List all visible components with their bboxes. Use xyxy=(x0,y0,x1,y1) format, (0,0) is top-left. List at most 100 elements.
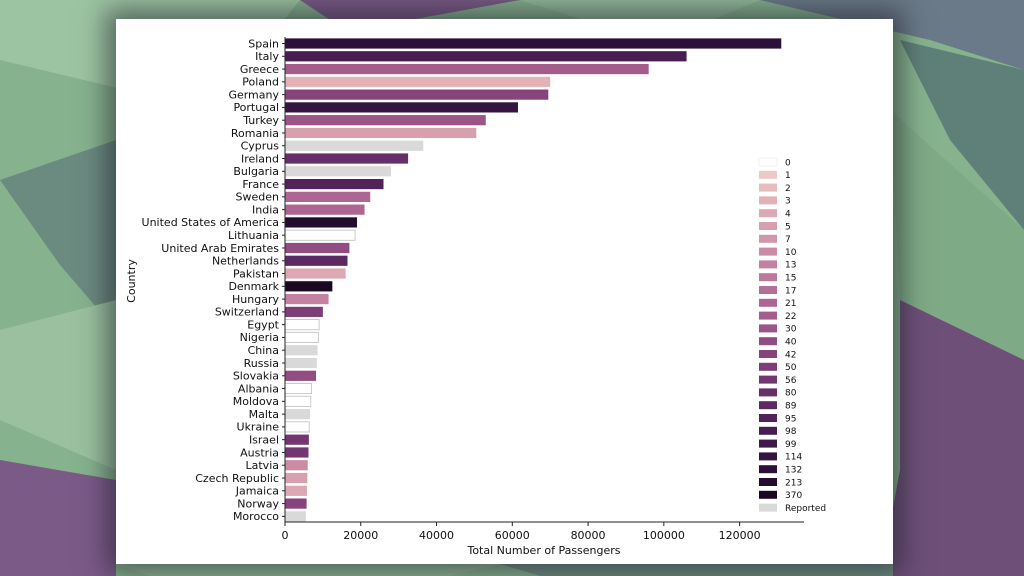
y-tick-label: Albania xyxy=(238,382,279,395)
legend-swatch xyxy=(759,426,777,435)
bar-lithuania xyxy=(284,229,356,241)
bar-ireland xyxy=(285,153,409,164)
y-tick-label: Lithuania xyxy=(228,229,279,242)
legend-swatch xyxy=(759,183,777,192)
legend-label: 132 xyxy=(785,466,802,476)
x-tick-label: 100000 xyxy=(643,529,685,542)
y-axis-label: Country xyxy=(125,259,138,303)
legend-label: 5 xyxy=(785,222,791,232)
y-tick-label: United Arab Emirates xyxy=(161,242,279,255)
legend-label: 370 xyxy=(785,491,802,501)
legend-swatch xyxy=(759,388,777,397)
x-tick-label: 80000 xyxy=(571,529,606,542)
legend-label: 50 xyxy=(785,363,797,373)
y-tick-label: Italy xyxy=(255,50,279,63)
legend-label: 15 xyxy=(785,274,796,284)
legend-label: 3 xyxy=(785,197,791,207)
legend-swatch xyxy=(759,452,777,461)
y-tick-label: Slovakia xyxy=(233,370,279,383)
bar-egypt xyxy=(284,319,320,331)
legend-swatch xyxy=(759,337,777,346)
legend-label: 21 xyxy=(785,299,796,309)
legend-label: 22 xyxy=(785,312,796,322)
legend-swatch xyxy=(759,350,777,358)
bar-morocco xyxy=(285,511,306,522)
bar-united-states-of-america xyxy=(285,217,357,228)
legend-swatch xyxy=(759,222,777,230)
legend-swatch xyxy=(759,298,777,307)
y-tick-label: Moldova xyxy=(233,395,279,408)
legend-swatch xyxy=(759,170,777,179)
legend-swatch xyxy=(759,414,777,422)
y-tick-label: Bulgaria xyxy=(233,165,279,178)
legend-label: 40 xyxy=(785,338,797,348)
y-tick-label: Germany xyxy=(228,88,279,101)
x-axis-label: Total Number of Passengers xyxy=(466,544,620,557)
legend-label: 56 xyxy=(785,376,797,386)
x-tick-label: 60000 xyxy=(495,529,530,542)
bar-chart: 0 20000 40000 60000 80000 100000 120000 SpainI… xyxy=(125,37,826,557)
y-tick-label: Austria xyxy=(240,446,279,459)
y-tick-label: Spain xyxy=(248,37,279,50)
chart-panel: 0 20000 40000 60000 80000 100000 120000 Spain I… xyxy=(116,19,893,564)
bar-ukraine xyxy=(284,421,310,433)
legend-label: 42 xyxy=(785,350,796,360)
legend-label: 98 xyxy=(785,427,797,437)
y-tick-label: Greece xyxy=(240,63,279,76)
bar-poland xyxy=(285,76,551,87)
y-tick-label: Pakistan xyxy=(233,267,279,280)
legend-swatch xyxy=(759,439,777,448)
y-tick-label: Portugal xyxy=(233,101,279,114)
legend-label: 1 xyxy=(785,171,791,181)
legend-swatch xyxy=(759,260,777,269)
y-tick-label: Denmark xyxy=(228,280,279,293)
y-tick-label: Czech Republic xyxy=(195,472,279,485)
bar-hungary xyxy=(285,294,329,305)
bar-portugal xyxy=(285,102,518,113)
bar-sweden xyxy=(285,191,371,202)
y-tick-label: Egypt xyxy=(247,318,279,331)
legend-label: Reported xyxy=(785,504,826,514)
legend-label: 80 xyxy=(785,389,797,399)
y-tick-label: Sweden xyxy=(236,191,279,204)
y-tick-label: Jamaica xyxy=(235,485,279,498)
bar-france xyxy=(285,178,384,190)
bar-greece xyxy=(285,63,649,75)
x-tick-label: 0 xyxy=(282,529,289,542)
legend-swatch xyxy=(759,247,777,256)
bar-cyprus xyxy=(285,140,424,151)
bar-jamaica xyxy=(285,485,307,496)
y-tick-label: Nigeria xyxy=(240,331,279,344)
legend-swatch xyxy=(759,234,777,243)
legend-label: 0 xyxy=(785,158,791,168)
legend-swatch xyxy=(759,273,777,282)
legend-swatch xyxy=(758,157,778,167)
legend-label: 4 xyxy=(785,210,791,220)
bar-switzerland xyxy=(285,306,323,317)
legend-swatch xyxy=(759,503,777,512)
y-tick-label: Russia xyxy=(244,357,279,370)
y-tick-label: Ukraine xyxy=(237,421,280,434)
y-tick-label: Poland xyxy=(242,76,279,89)
x-tick-label: 120000 xyxy=(719,529,761,542)
legend-label: 213 xyxy=(785,478,802,488)
legend-label: 7 xyxy=(785,235,791,245)
legend-label: 95 xyxy=(785,414,796,424)
bar-italy xyxy=(285,51,687,62)
legend-label: 17 xyxy=(785,286,796,296)
y-tick-label: France xyxy=(242,178,279,191)
bar-russia xyxy=(285,357,317,369)
y-tick-label: Netherlands xyxy=(212,255,279,268)
legend-swatch xyxy=(759,401,777,410)
x-tick-label: 20000 xyxy=(343,529,378,542)
bar-norway xyxy=(285,498,307,509)
y-tick-label: Norway xyxy=(237,497,279,510)
y-tick-label: United States of America xyxy=(142,216,279,229)
bar-netherlands xyxy=(285,255,348,266)
bar-spain xyxy=(285,38,782,49)
bar-austria xyxy=(285,447,309,458)
bar-latvia xyxy=(285,460,308,471)
y-tick-label: India xyxy=(252,203,279,216)
bar-turkey xyxy=(285,115,486,126)
legend-swatch xyxy=(759,375,777,384)
